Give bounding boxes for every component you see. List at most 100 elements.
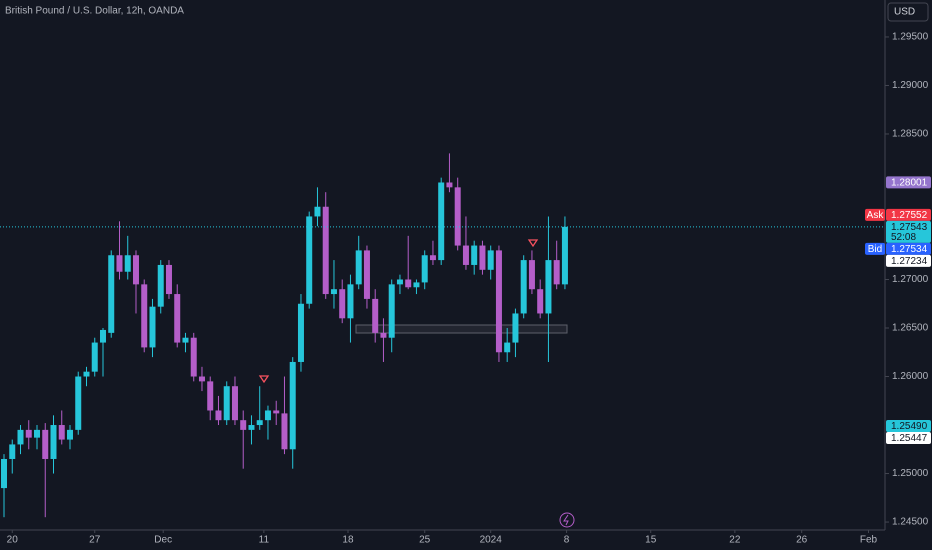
- candle-body: [479, 245, 486, 270]
- currency-label[interactable]: USD: [894, 7, 915, 18]
- candle-body: [99, 329, 106, 343]
- y-tick-label: 1.29500: [892, 32, 929, 43]
- x-tick-label: 25: [419, 535, 431, 546]
- candle-body: [190, 337, 197, 377]
- candle-body: [396, 279, 403, 285]
- y-tick-label: 1.27000: [892, 274, 929, 285]
- candle-body: [388, 284, 395, 338]
- candle-body: [438, 182, 445, 261]
- y-tick-label: 1.28500: [892, 129, 929, 140]
- price-badge-label: 1.27543: [891, 222, 928, 233]
- candle-body: [198, 376, 205, 382]
- candle-body: [50, 425, 57, 459]
- candle-body: [264, 410, 271, 421]
- candle-body: [446, 182, 453, 188]
- candle-body: [124, 255, 131, 272]
- x-tick-label: Dec: [154, 535, 172, 546]
- events-icon[interactable]: [559, 512, 575, 528]
- candle-body: [454, 187, 461, 246]
- x-tick-label: 20: [7, 535, 19, 546]
- candle-body: [108, 255, 115, 333]
- price-badge: [886, 208, 931, 221]
- candle-body: [347, 284, 354, 319]
- candle-body: [149, 306, 156, 348]
- x-tick-label: Feb: [860, 535, 878, 546]
- events-icon-bolt: [563, 514, 569, 526]
- candle-body: [520, 260, 527, 314]
- price-tag-label: Ask: [867, 210, 885, 221]
- candle-body: [297, 303, 304, 362]
- candle-body: [223, 386, 230, 421]
- candle-body: [380, 332, 387, 338]
- candle-body: [314, 206, 321, 217]
- candle-body: [405, 279, 412, 288]
- candle-body: [537, 289, 544, 314]
- x-tick-label: 11: [259, 535, 270, 546]
- candle-body: [528, 260, 535, 290]
- countdown: 52:08: [891, 232, 916, 243]
- candle-body: [545, 260, 552, 314]
- candle-body: [553, 260, 560, 285]
- x-tick-label: 15: [645, 535, 657, 546]
- price-badge-label: 1.27534: [891, 244, 928, 255]
- candle-body: [363, 250, 370, 299]
- candle-body: [1, 458, 8, 489]
- marker: [527, 239, 539, 248]
- candle-body: [174, 294, 181, 343]
- chart-title: British Pound / U.S. Dollar, 12h, OANDA: [5, 6, 184, 17]
- candle-body: [25, 429, 32, 438]
- candle-body: [42, 429, 49, 459]
- candle-body: [504, 342, 511, 353]
- y-tick-label: 1.25000: [892, 468, 929, 479]
- x-tick-label: 2024: [480, 535, 503, 546]
- candle-body: [487, 250, 494, 270]
- price-badge: [886, 431, 931, 444]
- price-tag-label: Bid: [868, 244, 882, 255]
- candle-body: [240, 420, 247, 430]
- candle-body: [165, 264, 172, 295]
- price-badge: [886, 242, 931, 255]
- candle-body: [132, 255, 139, 285]
- price-badge-label: 1.28001: [891, 178, 928, 189]
- x-tick-label: 22: [729, 535, 741, 546]
- candle-body: [330, 289, 337, 295]
- currency-button[interactable]: [887, 2, 929, 22]
- candle-body: [182, 337, 189, 343]
- candle-body: [462, 245, 469, 265]
- y-tick-label: 1.26000: [892, 371, 929, 382]
- price-badge-label: 1.27552: [891, 210, 928, 221]
- candle-body: [281, 413, 288, 450]
- candle-body: [355, 250, 362, 285]
- candle-body: [207, 381, 214, 411]
- candle-body: [256, 420, 263, 426]
- candle-body: [58, 425, 65, 440]
- y-tick-label: 1.29000: [892, 80, 929, 91]
- candle-body: [322, 206, 329, 295]
- candle-body: [91, 342, 98, 372]
- candle-body: [116, 255, 123, 272]
- candle-body: [339, 289, 346, 319]
- candle-body: [33, 429, 40, 438]
- candle-body: [215, 410, 222, 421]
- price-badge: [886, 220, 931, 243]
- price-tag: [865, 242, 885, 255]
- candle-body: [248, 425, 255, 430]
- x-tick-label: 18: [342, 535, 354, 546]
- price-badge: [886, 419, 931, 432]
- zone-rectangle: [355, 324, 568, 334]
- candle-body: [495, 250, 502, 353]
- candle-body: [75, 376, 82, 430]
- candle-body: [413, 282, 420, 288]
- candle-body: [141, 284, 148, 348]
- candle-body: [17, 429, 24, 445]
- price-badge: [886, 254, 931, 267]
- x-tick-label: 8: [564, 535, 570, 546]
- price-badge: [886, 176, 931, 189]
- candle-body: [289, 361, 296, 450]
- candle-body: [83, 371, 90, 377]
- candle-body: [231, 386, 238, 421]
- x-tick-label: 26: [796, 535, 808, 546]
- candles: [1, 153, 568, 518]
